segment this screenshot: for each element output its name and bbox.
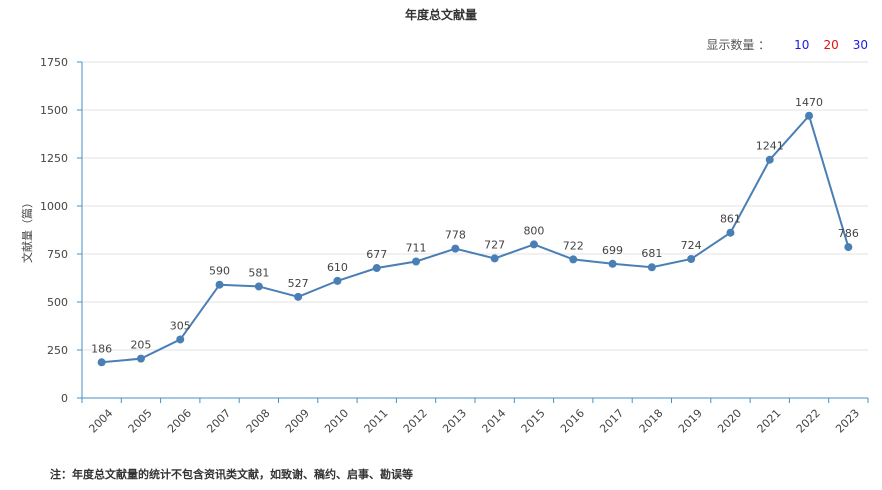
data-label: 727 [484, 238, 505, 251]
data-point[interactable] [451, 244, 460, 253]
data-label: 786 [838, 227, 859, 240]
data-label: 1241 [756, 140, 784, 153]
data-point[interactable] [805, 111, 814, 120]
x-tick-label: 2009 [283, 407, 312, 436]
y-tick-labels: 0 250 500 750 1000 1250 1500 1750 [40, 56, 82, 405]
y-tick-label: 1250 [40, 152, 68, 165]
y-tick-label: 750 [47, 248, 68, 261]
x-tick-label: 2012 [401, 407, 430, 436]
data-point[interactable] [97, 358, 106, 367]
data-label: 581 [248, 266, 269, 279]
footnote: 注：年度总文献量的统计不包含资讯类文献，如致谢、稿约、启事、勘误等 [50, 468, 413, 481]
chart-title: 年度总文献量 [404, 8, 477, 22]
data-point[interactable] [490, 254, 499, 263]
y-tick-label: 0 [61, 392, 68, 405]
data-point[interactable] [333, 276, 342, 285]
y-tick-label: 1000 [40, 200, 68, 213]
data-point[interactable] [569, 255, 578, 264]
x-tick-label: 2017 [597, 407, 626, 436]
data-point[interactable] [372, 264, 381, 273]
data-point[interactable] [608, 259, 617, 268]
data-label: 722 [563, 239, 584, 252]
data-label: 724 [681, 239, 702, 252]
data-label: 778 [445, 229, 466, 242]
data-label: 590 [209, 265, 230, 278]
data-point[interactable] [765, 155, 774, 164]
data-label: 699 [602, 244, 623, 257]
display-count-controls: 显示数量 ： 10 20 30 [706, 36, 868, 53]
data-points [97, 111, 853, 367]
x-tick-label: 2010 [322, 407, 351, 436]
data-point[interactable] [844, 243, 853, 252]
data-point[interactable] [254, 282, 263, 291]
data-label: 305 [170, 319, 191, 332]
x-tick-label: 2021 [755, 407, 784, 436]
data-label: 610 [327, 261, 348, 274]
x-tick-label: 2007 [204, 407, 233, 436]
x-tick-label: 2014 [479, 407, 508, 436]
grid-lines [82, 61, 868, 351]
data-point[interactable] [687, 254, 696, 263]
x-tick-label: 2020 [715, 407, 744, 436]
y-tick-label: 250 [47, 344, 68, 357]
display-count-option-20[interactable]: 20 [823, 37, 839, 52]
display-count-option-30[interactable]: 30 [852, 37, 868, 52]
x-tick-label: 2005 [126, 407, 155, 436]
data-label: 681 [641, 247, 662, 260]
data-label: 1470 [795, 96, 823, 109]
data-label: 186 [91, 342, 112, 355]
data-label: 711 [406, 241, 427, 254]
y-tick-label: 1750 [40, 56, 68, 69]
display-count-option-10[interactable]: 10 [794, 37, 810, 52]
data-label: 800 [523, 224, 544, 237]
x-tick-label: 2004 [86, 407, 115, 436]
data-point[interactable] [215, 280, 224, 289]
data-label: 205 [130, 339, 151, 352]
data-label: 677 [366, 248, 387, 261]
data-point[interactable] [412, 257, 421, 266]
x-tick-label: 2015 [519, 407, 548, 436]
x-tick-label: 2019 [676, 407, 705, 436]
x-tick-label: 2013 [440, 407, 469, 436]
x-tick-label: 2006 [165, 407, 194, 436]
data-point[interactable] [647, 263, 656, 272]
y-tick-label: 1500 [40, 104, 68, 117]
data-point[interactable] [136, 354, 145, 363]
x-tick-labels: 2004 2005 2006 2007 2008 2009 2010 2011 2012 2013… [81, 398, 869, 436]
y-tick-label: 500 [47, 296, 68, 309]
x-tick-label: 2018 [637, 407, 666, 436]
data-point[interactable] [176, 335, 185, 344]
data-point[interactable] [726, 228, 735, 237]
x-tick-label: 2008 [244, 407, 273, 436]
data-point[interactable] [529, 240, 538, 249]
display-count-label: 显示数量 ： [706, 38, 771, 52]
data-labels: 186 205 305 590 581 527 610 677 711 778 727 800 722 6… [91, 96, 859, 356]
y-axis-label: 文献量（篇） [20, 197, 34, 263]
data-label: 861 [720, 213, 741, 226]
x-tick-label: 2023 [833, 407, 862, 436]
x-tick-label: 2016 [558, 407, 587, 436]
data-label: 527 [288, 277, 309, 290]
data-point[interactable] [294, 292, 303, 301]
x-tick-label: 2011 [362, 407, 391, 436]
x-tick-label: 2022 [794, 407, 823, 436]
series-line [101, 113, 850, 364]
